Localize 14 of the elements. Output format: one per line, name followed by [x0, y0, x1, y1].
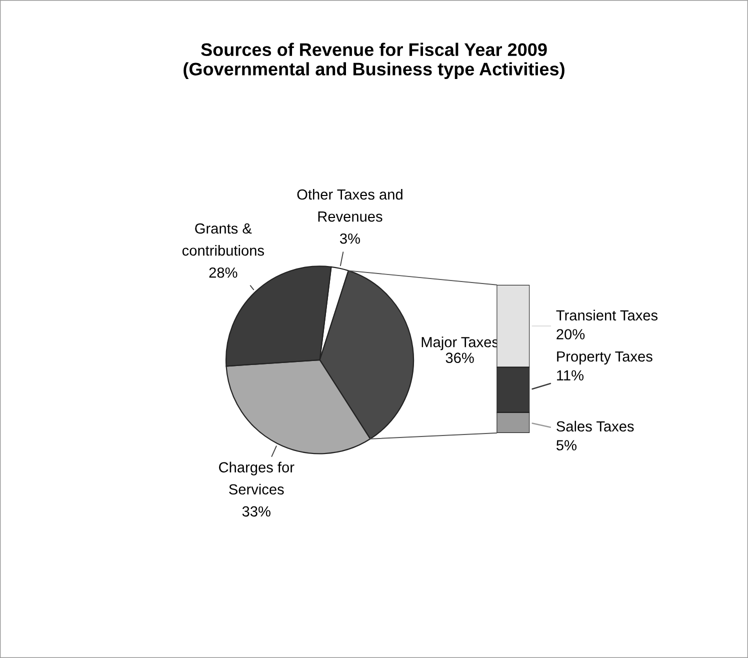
data-label: 20% — [556, 329, 585, 340]
data-label: 11% — [557, 370, 584, 380]
slice-label: Other Taxes and Revenues — [297, 188, 402, 222]
data-label: 3% — [340, 233, 360, 244]
data-label: 28% — [209, 267, 238, 278]
series-label: Transient Taxes — [556, 310, 658, 321]
slice-label: Charges for Services — [219, 462, 294, 495]
chart-title: Sources of Revenue for Fiscal Year 2009 (Governmental and Business type Activities) — [184, 42, 564, 80]
data-label: 36% — [446, 352, 474, 364]
slice-label: Grants & contributions — [182, 223, 264, 256]
data-label: 5% — [556, 440, 576, 450]
series-label: Property Taxes — [557, 351, 652, 365]
series-label: Sales Taxes — [556, 420, 634, 432]
data-label: 33% — [242, 506, 270, 517]
